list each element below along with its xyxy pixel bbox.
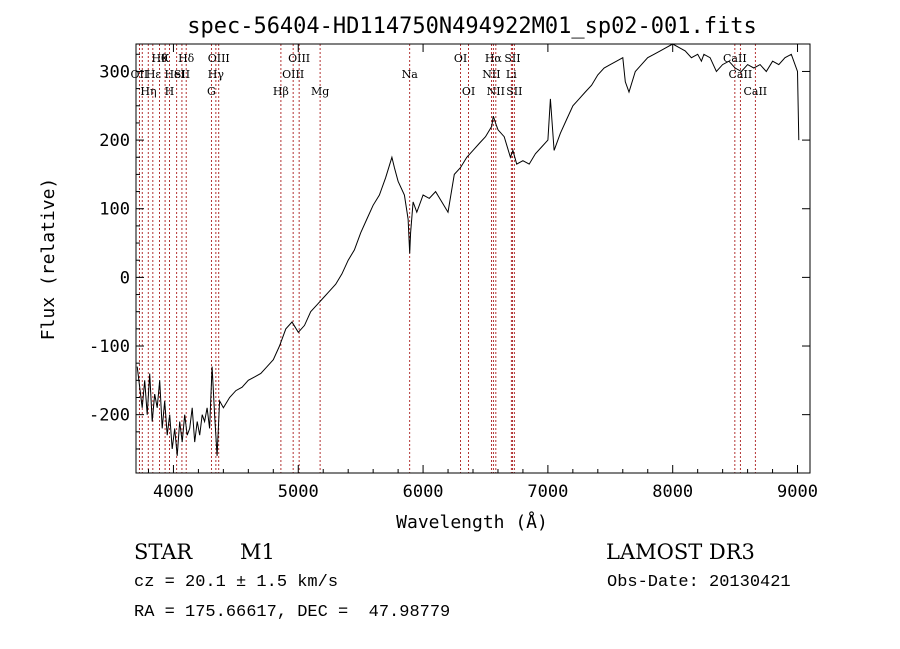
marker-label-9: Hδ <box>178 52 195 65</box>
marker-label-16: Mg <box>311 85 329 98</box>
overlay-label-2: HeI <box>164 68 184 81</box>
y-axis-label: Flux (relative) <box>38 178 59 341</box>
y-tick-label-3: 100 <box>99 200 130 220</box>
marker-label-17: Na <box>402 68 419 81</box>
x-tick-label-2: 6000 <box>403 482 444 502</box>
overlay-label-0: Hε <box>146 68 162 81</box>
object-subclass: M1 <box>240 540 275 564</box>
marker-label-21: Hα <box>485 52 503 65</box>
marker-label-20: NII <box>482 68 500 81</box>
marker-label-23: Li <box>506 68 517 81</box>
marker-label-11: Hγ <box>208 68 225 81</box>
x-tick-label-1: 5000 <box>278 482 319 502</box>
spectrum-line <box>136 43 800 456</box>
x-tick-label-4: 8000 <box>652 482 693 502</box>
marker-label-10: G <box>207 85 216 98</box>
y-tick-label-0: -200 <box>89 406 130 426</box>
marker-label-13: Hβ <box>273 85 289 98</box>
x-tick-label-0: 4000 <box>153 482 194 502</box>
marker-label-22: NII <box>487 85 505 98</box>
line-markers <box>138 44 756 473</box>
marker-label-8: SII <box>174 68 190 81</box>
coordinates: RA = 175.66617, DEC = 47.98779 <box>134 603 451 622</box>
marker-label-5: K <box>161 52 170 65</box>
obs-date: Obs-Date: 20130421 <box>607 573 791 592</box>
redshift: cz = 20.1 ± 1.5 km/s <box>134 573 339 592</box>
marker-label-24: SII <box>504 52 520 65</box>
marker-label-14: OIII <box>282 68 304 81</box>
marker-label-27: CaII <box>729 68 753 81</box>
y-tick-label-5: 300 <box>99 62 130 82</box>
y-axis-ticks: -200 -100 0 100 200 300 <box>89 53 810 450</box>
marker-label-18: OI <box>454 52 467 65</box>
object-class: STAR <box>134 540 193 564</box>
x-tick-label-5: 9000 <box>777 482 818 502</box>
plot-frame <box>135 43 811 474</box>
survey-name: LAMOST DR3 <box>606 540 755 564</box>
x-tick-label-3: 7000 <box>527 482 568 502</box>
marker-label-26: CaII <box>723 52 747 65</box>
line-marker-labels: OIIHθKHSIIHδGHγOIIIHβOIIIOIIIMgNaOIOINII… <box>131 52 768 98</box>
marker-label-4: Hθ <box>151 52 168 65</box>
marker-label-25: SII <box>506 85 522 98</box>
marker-label-12: OIII <box>208 52 230 65</box>
marker-label-28: CaII <box>743 85 767 98</box>
x-axis-label: Wavelength (Å) <box>396 511 548 533</box>
marker-label-6: H <box>165 85 175 98</box>
y-tick-label-1: -100 <box>89 337 130 357</box>
y-tick-label-4: 200 <box>99 131 130 151</box>
chart-title: spec-56404-HD114750N494922M01_sp02-001.f… <box>187 14 757 39</box>
marker-label-19: OI <box>462 85 475 98</box>
marker-label-15: OIII <box>288 52 310 65</box>
y-tick-label-2: 0 <box>120 268 130 288</box>
overlay-label-1: Hη <box>140 85 156 98</box>
x-axis-ticks: 4000 5000 6000 7000 8000 9000 <box>147 44 818 502</box>
